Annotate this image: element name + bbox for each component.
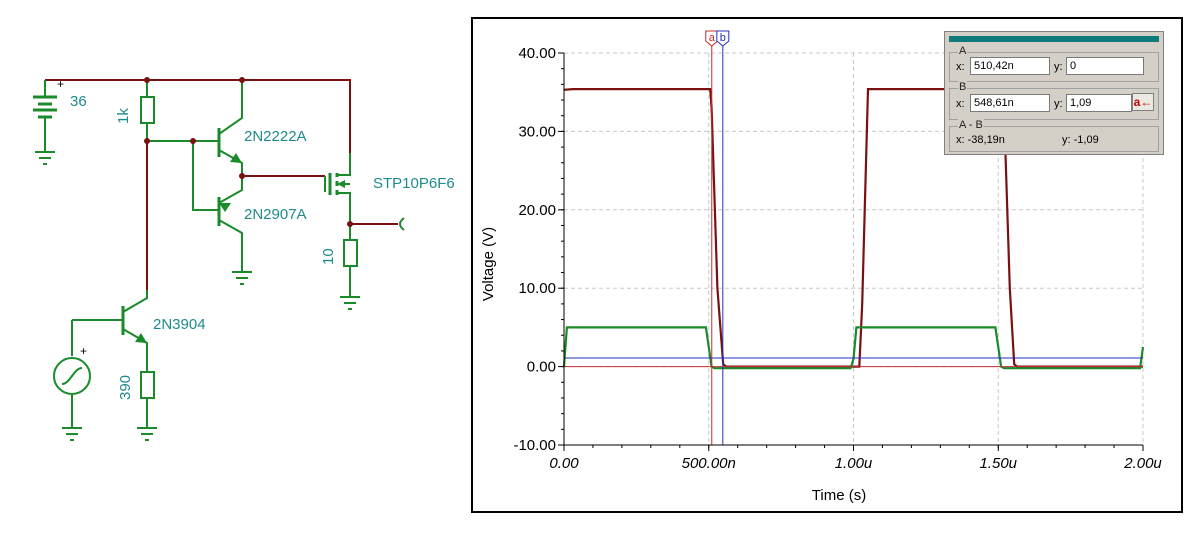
x-axis-title: Time (s) <box>812 487 866 504</box>
y-tick-label: 0.00 <box>527 359 556 376</box>
cursor-b-group-label: B <box>958 81 968 93</box>
mosfet-stp10p6f6 <box>324 153 351 224</box>
x-tick-label: 1.00u <box>835 455 873 472</box>
transistor-2n3904 <box>71 290 148 372</box>
resistor-10-label: 10 <box>320 248 337 265</box>
y-tick-label: 40.00 <box>518 45 556 62</box>
transistor-2n3904-label: 2N3904 <box>153 316 206 333</box>
cursor-a-group-label: A <box>958 45 968 57</box>
cursor-b-group: B x: 548,61n y: 1,09 a← <box>949 81 1159 120</box>
cursor-readout-panel[interactable]: A x: 510,42n y: 0 B x: 548,61n y: 1,09 a… <box>944 31 1164 155</box>
battery-value-label: 36 <box>70 93 87 110</box>
series-layer <box>562 87 1145 370</box>
transistor-2n2222a-label: 2N2222A <box>244 128 307 145</box>
panel-titlebar[interactable] <box>949 36 1159 42</box>
y-tick-label: 30.00 <box>518 123 556 140</box>
resistor-390 <box>137 371 157 441</box>
cursor-diff-group-label: A - B <box>958 119 984 131</box>
transistor-2n2907a <box>217 176 252 285</box>
y-tick-label: 20.00 <box>518 202 556 219</box>
cursor-diff-x: x: -38,19n <box>956 134 1005 146</box>
resistor-10 <box>340 224 360 310</box>
x-tick-label: 2.00u <box>1123 455 1162 472</box>
cursor-a-x-field[interactable]: 510,42n <box>970 57 1050 75</box>
cursor-b-x-label: x: <box>956 98 965 110</box>
y-axis-title: Voltage (V) <box>480 227 497 301</box>
cursor-a-x-label: x: <box>956 61 965 73</box>
cursor-a-y-field[interactable]: 0 <box>1066 57 1144 75</box>
battery-plus-sign: + <box>57 77 64 91</box>
y-tick-label: 10.00 <box>518 280 556 297</box>
cursor-b-y-label: y: <box>1054 98 1063 110</box>
step-source <box>53 357 91 441</box>
waveform-series-2 <box>562 326 1145 370</box>
cursor-select-icon[interactable]: a← <box>1132 93 1154 111</box>
cursor-diff-group: A - B x: -38,19n y: -1,09 <box>949 119 1159 152</box>
cursor-a-handle[interactable] <box>705 30 719 47</box>
output-terminal <box>399 217 405 231</box>
resistor-1k <box>140 80 155 141</box>
cursor-b-tag[interactable]: b <box>720 32 726 44</box>
y-tick-label: -10.00 <box>513 437 556 454</box>
cursor-b-x-field[interactable]: 548,61n <box>970 94 1050 112</box>
resistor-390-label: 390 <box>117 375 134 400</box>
waveform-series-1 <box>563 87 1143 368</box>
x-tick-label: 500.00n <box>682 455 736 472</box>
cursor-a-tag[interactable]: a <box>709 32 716 44</box>
source-plus-sign: + <box>80 344 87 358</box>
base-node-wire <box>147 140 219 211</box>
x-tick-label: 1.50u <box>979 455 1017 472</box>
cursor-b-y-field[interactable]: 1,09 <box>1066 94 1132 112</box>
mosfet-label: STP10P6F6 <box>373 175 455 192</box>
resistor-1k-label: 1k <box>115 108 132 124</box>
battery-symbol <box>33 80 57 165</box>
circuit-schematic: + 36 1k 2N2222A 2N2907A STP10P6F6 10 2N3… <box>33 77 455 441</box>
cursor-b-handle[interactable] <box>716 30 730 47</box>
cursor-a-group: A x: 510,42n y: 0 <box>949 45 1159 82</box>
cursor-diff-y: y: -1,09 <box>1062 134 1099 146</box>
transistor-2n2907a-label: 2N2907A <box>244 206 307 223</box>
cursor-a-y-label: y: <box>1054 61 1063 73</box>
x-tick-label: 0.00 <box>549 455 579 472</box>
